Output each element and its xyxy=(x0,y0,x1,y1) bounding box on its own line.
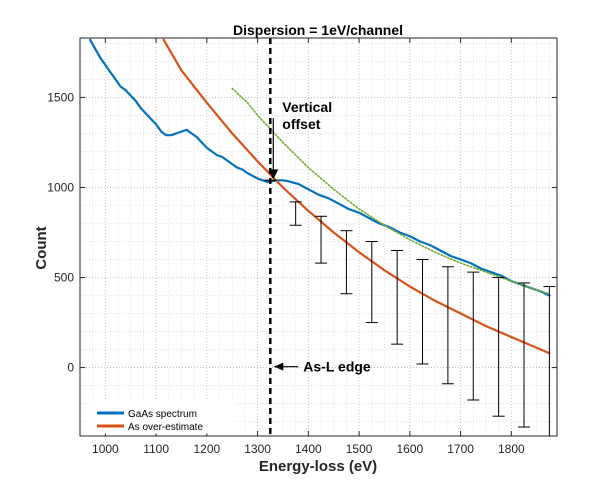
annotation-vertical-offset-line2: offset xyxy=(282,116,320,132)
y-tick-label: 1000 xyxy=(47,180,74,194)
plot-frame xyxy=(79,37,558,437)
x-tick-label: 1400 xyxy=(295,442,322,456)
y-tick-label: 0 xyxy=(67,361,74,375)
x-axis-label: Energy-loss (eV) xyxy=(259,458,377,475)
x-tick-label: 1200 xyxy=(194,442,221,456)
gaas-spectrum-line xyxy=(88,38,551,297)
x-tick-label: 1600 xyxy=(396,442,423,456)
annotation-edge: As-L edge xyxy=(303,359,371,375)
x-tick-label: 1500 xyxy=(346,442,373,456)
legend: GaAs spectrum As over-estimate xyxy=(91,401,235,434)
offset-arrow-head xyxy=(268,169,279,180)
grid-lines xyxy=(79,38,557,436)
x-tick-label: 1000 xyxy=(92,442,119,456)
edge-arrow-head xyxy=(274,362,284,371)
chart-title: Dispersion = 1eV/channel xyxy=(233,22,403,38)
x-tick-label: 1100 xyxy=(143,442,169,456)
as-over-estimate-line xyxy=(162,38,551,355)
x-tick-label: 1800 xyxy=(498,442,525,456)
x-tick-label: 1300 xyxy=(244,442,271,456)
legend-label-as: As over-estimate xyxy=(128,422,203,433)
series-layer xyxy=(88,38,551,355)
annotation-vertical-offset: Vertical xyxy=(282,99,332,115)
axis-ticks: 1000 1100 1200 1300 1400 1500 1600 1700 1800 0 500… xyxy=(47,38,557,456)
y-tick-label: 500 xyxy=(54,271,74,285)
y-tick-label: 1500 xyxy=(47,90,74,104)
fit-dotted-line xyxy=(231,87,551,295)
legend-label-gaas: GaAs spectrum xyxy=(128,409,197,420)
y-axis-label: Count xyxy=(33,226,50,269)
x-tick-label: 1700 xyxy=(447,442,474,456)
legend-box xyxy=(91,401,235,434)
